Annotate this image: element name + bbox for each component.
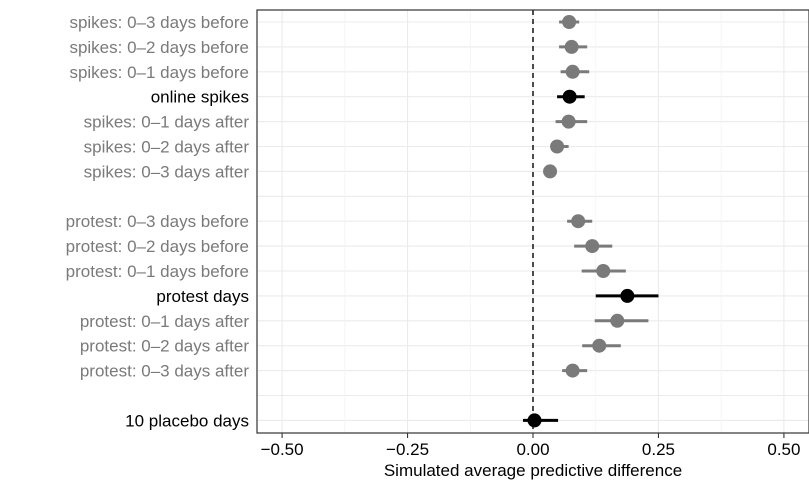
point-estimate	[585, 239, 600, 254]
y-axis-label: protest: 0–1 days before	[66, 262, 249, 281]
point-estimate	[592, 338, 607, 353]
point-estimate	[610, 313, 625, 328]
point-estimate	[562, 89, 577, 104]
y-axis-label: protest: 0–2 days after	[80, 337, 249, 356]
point-estimate	[565, 363, 580, 378]
y-axis-label: protest: 0–3 days after	[80, 362, 249, 381]
x-axis-title: Simulated average predictive difference	[384, 461, 682, 480]
y-axis-label: protest: 0–2 days before	[66, 237, 249, 256]
y-axis-label: spikes: 0–2 days before	[69, 38, 249, 57]
estimate-marks	[522, 15, 659, 428]
point-estimate	[543, 164, 558, 179]
point-estimate	[527, 413, 542, 428]
y-axis-label: 10 placebo days	[125, 411, 249, 430]
y-axis-labels: spikes: 0–3 days before spikes: 0–2 days …	[66, 13, 250, 430]
x-tick-label: 0.00	[516, 440, 549, 459]
point-estimate	[550, 139, 565, 154]
y-axis-label: spikes: 0–1 days before	[69, 63, 249, 82]
point-estimate	[596, 264, 611, 278]
y-axis-label: protest days	[156, 287, 249, 306]
y-axis-label: spikes: 0–3 days before	[69, 13, 249, 32]
x-axis-ticks: −0.50 −0.25 0.00 0.25 0.50	[261, 433, 800, 459]
y-axis-label: spikes: 0–2 days after	[84, 138, 250, 157]
y-axis-label: spikes: 0–3 days after	[84, 162, 250, 181]
point-estimate	[565, 64, 580, 79]
y-axis-label: online spikes	[151, 88, 249, 107]
y-axis-label: protest: 0–3 days before	[66, 212, 249, 231]
x-tick-label: 0.50	[767, 440, 800, 459]
point-estimate	[562, 15, 577, 29]
point-estimate	[561, 114, 576, 129]
point-estimate	[564, 39, 579, 54]
y-axis-label: spikes: 0–1 days after	[84, 113, 250, 132]
point-estimate	[571, 214, 586, 229]
y-axis-label: protest: 0–1 days after	[80, 312, 249, 331]
x-tick-label: 0.25	[642, 440, 675, 459]
point-estimate	[620, 288, 635, 303]
x-tick-label: −0.50	[261, 440, 304, 459]
x-tick-label: −0.25	[386, 440, 429, 459]
